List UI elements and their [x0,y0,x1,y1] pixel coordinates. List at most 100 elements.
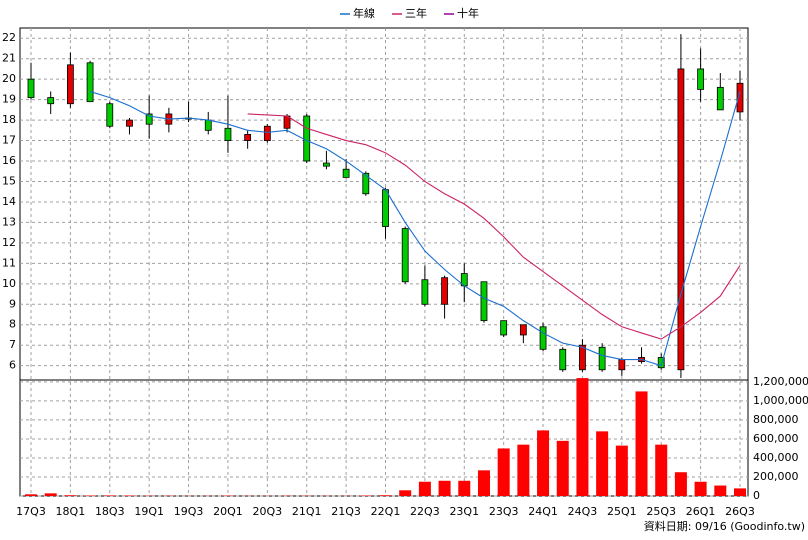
candle-body [303,115,311,162]
y-tick-label: 13 [2,215,16,228]
y-tick-label: 14 [2,195,16,208]
volume-bar [694,481,707,496]
x-tick-label: 19Q3 [174,505,204,518]
candle-body [697,68,705,90]
x-tick-label: 18Q1 [56,505,86,518]
volume-bar [44,493,57,496]
volume-bar [734,488,746,496]
x-tick-label: 23Q1 [449,505,479,518]
x-tick-label: 22Q3 [410,505,440,518]
volume-bar [25,494,37,496]
candle-body [362,172,370,195]
candle-body [421,279,429,305]
x-tick-label: 23Q3 [489,505,519,518]
candle-body [519,324,527,336]
y-tick-label: 12 [2,236,16,249]
candle-body [736,82,744,113]
candle-body [559,348,567,371]
footnote: 資料日期: 09/16 (Goodinfo.tw) [644,519,805,533]
volume-bar [399,490,412,496]
volume-bar [714,485,727,496]
x-tick-label: 20Q1 [213,505,243,518]
y-tick-label: 19 [2,93,16,106]
volume-bar [438,480,451,496]
candle-body [66,64,74,105]
candle-body [657,357,665,369]
x-tick-label: 25Q3 [646,505,676,518]
volume-bar [379,495,392,496]
y2-tick-label: 200,000 [753,470,799,483]
legend-label: 十年 [457,6,479,20]
x-tick-label: 21Q3 [331,505,361,518]
candle-body [500,320,508,336]
candle-body [716,86,724,111]
volume-bar [576,378,589,496]
candle-body [598,346,606,371]
y2-tick-label: 600,000 [753,432,799,445]
volume-bar [615,445,628,496]
candle-body [27,78,35,98]
x-tick-label: 26Q3 [725,505,755,518]
y2-tick-label: 1,200,000 [753,375,808,388]
volume-bar [674,472,687,496]
legend-label: 年線 [353,6,375,20]
y2-tick-label: 0 [753,489,760,502]
candle-body [145,113,153,125]
x-tick-label: 17Q3 [16,505,46,518]
candle-body [106,103,114,127]
y-tick-label: 16 [2,154,16,167]
y-tick-label: 6 [9,359,16,372]
volume-bar [655,444,668,496]
y2-tick-label: 1,000,000 [753,394,808,407]
x-tick-label: 20Q3 [253,505,283,518]
ma-line [89,90,741,367]
volume-bar [477,470,490,496]
y-tick-label: 8 [9,318,16,331]
x-tick-label: 24Q1 [528,505,558,518]
candle-body [441,277,448,305]
candle-body [677,68,685,371]
y2-tick-label: 800,000 [753,413,799,426]
y-tick-label: 22 [2,31,16,44]
candle-body [224,127,232,141]
x-tick-label: 18Q3 [95,505,125,518]
candle-body [342,168,350,178]
candle-body [204,119,212,131]
candle-body [382,189,389,227]
candle-body [539,326,547,350]
y-tick-label: 10 [2,277,16,290]
x-tick-label: 25Q1 [607,505,637,518]
volume-bar [497,448,510,496]
y-tick-label: 9 [9,297,16,310]
candle-body [579,344,586,371]
legend-label: 三年 [405,6,427,20]
y-tick-label: 20 [2,72,16,85]
ma-line [247,113,741,340]
volume-bar [103,495,116,496]
y-tick-label: 17 [2,134,16,147]
y-tick-label: 11 [2,256,16,269]
x-tick-label: 22Q1 [371,505,401,518]
volume-bar [458,480,471,496]
candle-body [86,62,94,103]
candle-body [480,281,488,322]
candle-body [47,97,55,105]
y-tick-label: 18 [2,113,16,126]
candle-body [618,359,626,371]
candle-body [126,119,133,127]
candle-body [263,125,271,141]
x-tick-label: 21Q1 [292,505,322,518]
y2-tick-label: 400,000 [753,451,799,464]
volume-bar [635,391,648,496]
volume-bar [596,431,609,496]
volume-bar [517,444,530,496]
candle-body [323,162,330,167]
y-tick-label: 7 [9,338,16,351]
x-tick-label: 26Q1 [686,505,716,518]
candle-body [244,134,252,141]
x-tick-label: 19Q1 [134,505,164,518]
volume-bar [556,440,569,496]
candle-body [401,228,409,283]
